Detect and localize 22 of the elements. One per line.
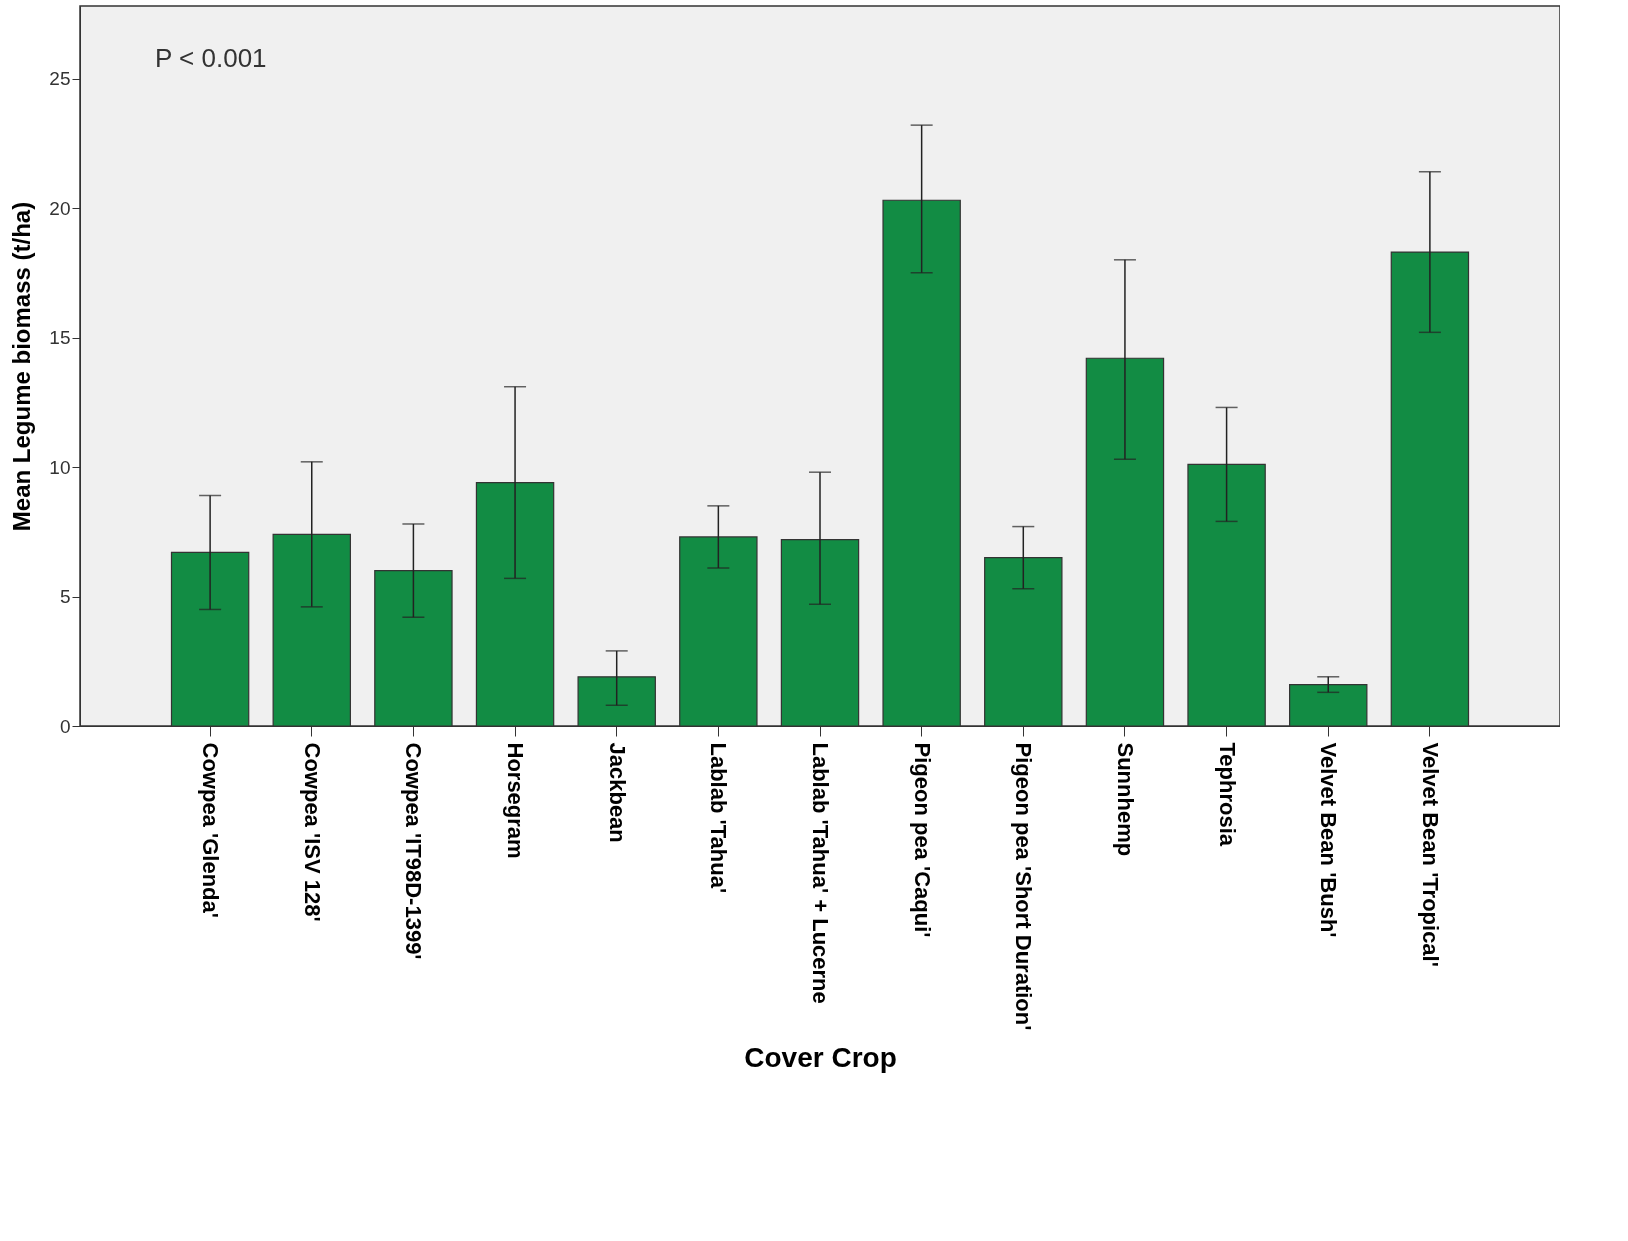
x-tick-label: Tephrosia — [1214, 742, 1240, 847]
x-tick-label: Cowpea 'ISV 128' — [299, 742, 325, 922]
annotation: P < 0.001 — [155, 43, 267, 73]
y-tick-label: 15 — [49, 327, 71, 349]
x-tick-label: Pigeon pea 'Caqui' — [909, 742, 935, 938]
x-tick-label: Velvet Bean 'Bush' — [1316, 742, 1342, 938]
x-tick-label: Horsegram — [503, 742, 529, 859]
x-tick-label: Lablab 'Tahua' + Lucerne — [808, 742, 833, 1004]
y-tick-label: 20 — [49, 197, 71, 219]
x-tick-label: Lablab 'Tahua' — [706, 742, 732, 894]
x-tick-label: Cowpea 'IT98D-1399' — [401, 742, 427, 960]
y-tick-label: 0 — [59, 715, 71, 737]
y-axis-title: Mean Legume biomass (t/ha) — [8, 201, 36, 532]
x-tick-label: Pigeon pea 'Short Duration' — [1011, 742, 1037, 1031]
x-tick-label: Cowpea 'Glenda' — [198, 742, 224, 918]
y-tick-label: 10 — [49, 456, 71, 478]
y-tick-label: 5 — [59, 586, 71, 607]
x-tick-label: Jackbean — [604, 742, 630, 843]
x-tick-label: Velvet Bean 'Tropical' — [1417, 742, 1443, 967]
x-tick-label: Sunnhemp — [1112, 742, 1138, 857]
x-axis-title: Cover Crop — [744, 1041, 897, 1073]
y-tick-label: 25 — [49, 68, 71, 90]
